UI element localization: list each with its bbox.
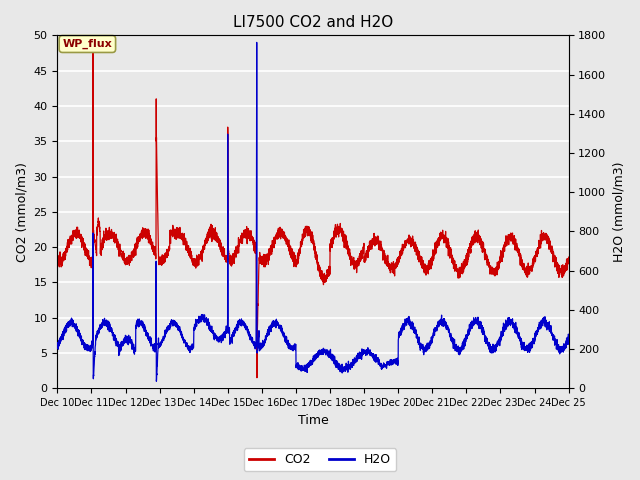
Text: WP_flux: WP_flux — [63, 39, 112, 49]
Legend: CO2, H2O: CO2, H2O — [244, 448, 396, 471]
Y-axis label: CO2 (mmol/m3): CO2 (mmol/m3) — [15, 162, 28, 262]
X-axis label: Time: Time — [298, 414, 328, 427]
Y-axis label: H2O (mmol/m3): H2O (mmol/m3) — [612, 162, 625, 262]
Title: LI7500 CO2 and H2O: LI7500 CO2 and H2O — [233, 15, 393, 30]
